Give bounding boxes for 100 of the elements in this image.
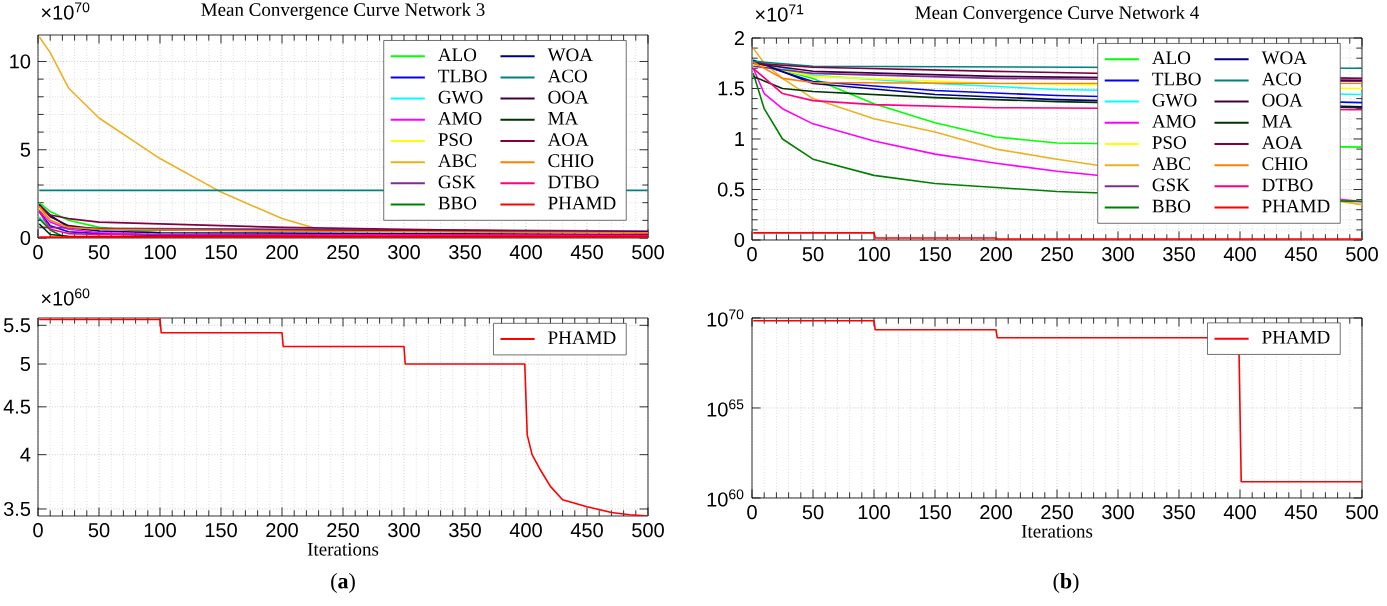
x-tick-label: 500 (1346, 505, 1378, 520)
y-tick-label: 1.5 (718, 81, 745, 96)
x-tick-label: 400 (1223, 505, 1256, 520)
legend-label: CHIO (1262, 157, 1308, 171)
legend-label: DTBO (548, 175, 599, 189)
legend-label: GSK (1152, 178, 1190, 192)
x-tick-label: 100 (858, 247, 890, 262)
y-tick-label: 0 (20, 230, 31, 246)
legend-label: OOA (548, 90, 589, 104)
legend-label: BBO (1152, 199, 1191, 213)
y-tick-label: 10$^{70}$ (707, 309, 744, 327)
legend-label: AMO (438, 112, 482, 125)
x-tick-label: 200 (266, 245, 298, 260)
legend-label: PHAMD (1262, 199, 1330, 213)
x-tick-label: 50 (802, 505, 824, 520)
x-tick-label: 150 (205, 245, 237, 260)
x-axis-title: Iterations (1021, 524, 1093, 538)
legend-label: DTBO (1262, 178, 1313, 192)
x-tick-label: 0 (33, 245, 43, 260)
legend-label: AOA (547, 133, 589, 146)
legend-label: PHAMD (1262, 330, 1330, 344)
legend-label: WOA (547, 48, 593, 62)
x-tick-label: 50 (802, 247, 824, 262)
x-tick-label: 500 (632, 523, 664, 538)
y-tick-label: 0.5 (717, 182, 745, 197)
x-tick-label: 250 (327, 245, 359, 260)
legend-label: WOA (1261, 51, 1307, 65)
x-tick-label: 350 (1163, 247, 1195, 262)
y-tick-label: 2 (734, 31, 744, 45)
x-tick-label: 300 (1102, 505, 1134, 520)
legend-label: ACO (1261, 72, 1301, 86)
y-tick-label: 10$^{60}$ (707, 489, 744, 507)
x-tick-label: 350 (1163, 505, 1195, 520)
text: ×10$^{60}$ (41, 288, 90, 306)
legend-label: ABC (438, 154, 476, 168)
x-tick-label: 400 (1223, 247, 1256, 262)
y-tick-label: 5 (20, 357, 31, 371)
legend-label: ACO (547, 69, 587, 83)
x-tick-label: 100 (144, 523, 176, 538)
x-tick-label: 100 (144, 245, 176, 260)
chart-title: Mean Convergence Curve Network 3 (201, 2, 485, 20)
x-tick-label: 450 (1284, 505, 1317, 520)
x-axis-title: Iterations (307, 542, 379, 556)
legend-label: PSO (1152, 136, 1186, 149)
text: (b) (1053, 573, 1079, 593)
legend-label: AOA (1261, 136, 1303, 149)
legend-label: TLBO (438, 69, 487, 83)
y-tick-label: 4 (20, 447, 31, 462)
x-tick-label: 100 (858, 505, 890, 520)
chart-title: Mean Convergence Curve Network 4 (915, 5, 1199, 23)
x-tick-label: 450 (570, 523, 603, 538)
x-tick-label: 300 (388, 245, 420, 260)
legend-label: ABC (1152, 157, 1190, 171)
text: (a) (331, 573, 355, 593)
x-tick-label: 300 (388, 523, 420, 538)
x-tick-label: 450 (1284, 247, 1317, 262)
x-tick-label: 200 (980, 505, 1012, 520)
legend-label: AMO (1152, 114, 1196, 128)
x-tick-label: 200 (980, 247, 1012, 262)
legend-label: MA (548, 112, 579, 125)
x-tick-label: 300 (1102, 247, 1134, 262)
legend-label: OOA (1262, 93, 1303, 107)
x-tick-label: 350 (449, 523, 481, 538)
legend-label: GWO (438, 90, 483, 104)
x-tick-label: 250 (1041, 505, 1073, 520)
x-tick-label: 200 (266, 523, 298, 538)
legend-label: BBO (438, 196, 477, 210)
legend-label: TLBO (1152, 72, 1201, 86)
text: ×10$^{71}$ (755, 4, 804, 22)
legend-label: PSO (438, 133, 472, 146)
x-tick-label: 150 (919, 247, 951, 262)
y-tick-label: 4.5 (3, 399, 31, 414)
x-tick-label: 400 (509, 245, 542, 260)
x-tick-label: 250 (327, 523, 359, 538)
y-tick-label: 10 (10, 54, 31, 69)
legend-label: GSK (438, 175, 476, 189)
y-tick-label: 3.5 (3, 501, 31, 517)
x-tick-label: 350 (449, 245, 481, 260)
legend-label: PHAMD (548, 331, 616, 344)
x-tick-label: 0 (747, 505, 757, 520)
legend-label: CHIO (548, 154, 594, 168)
x-tick-label: 50 (88, 245, 110, 260)
legend-label: PHAMD (548, 196, 616, 210)
legend-label: GWO (1152, 93, 1197, 107)
y-tick-label: 10$^{65}$ (707, 399, 744, 417)
y-tick-label: 0 (734, 232, 745, 248)
x-tick-label: 150 (919, 505, 951, 520)
y-tick-label: 5.5 (3, 318, 31, 333)
x-tick-label: 0 (33, 523, 43, 538)
y-tick-label: 1 (735, 132, 744, 146)
legend-label: ALO (438, 48, 477, 62)
x-tick-label: 400 (509, 523, 542, 538)
x-tick-label: 450 (570, 245, 603, 260)
legend-label: ALO (1152, 51, 1191, 65)
y-tick-label: 5 (20, 142, 31, 157)
x-tick-label: 0 (747, 247, 757, 262)
x-tick-label: 250 (1041, 247, 1073, 262)
text: ×10$^{70}$ (41, 2, 90, 20)
legend-label: MA (1262, 115, 1293, 128)
x-tick-label: 150 (205, 523, 237, 538)
